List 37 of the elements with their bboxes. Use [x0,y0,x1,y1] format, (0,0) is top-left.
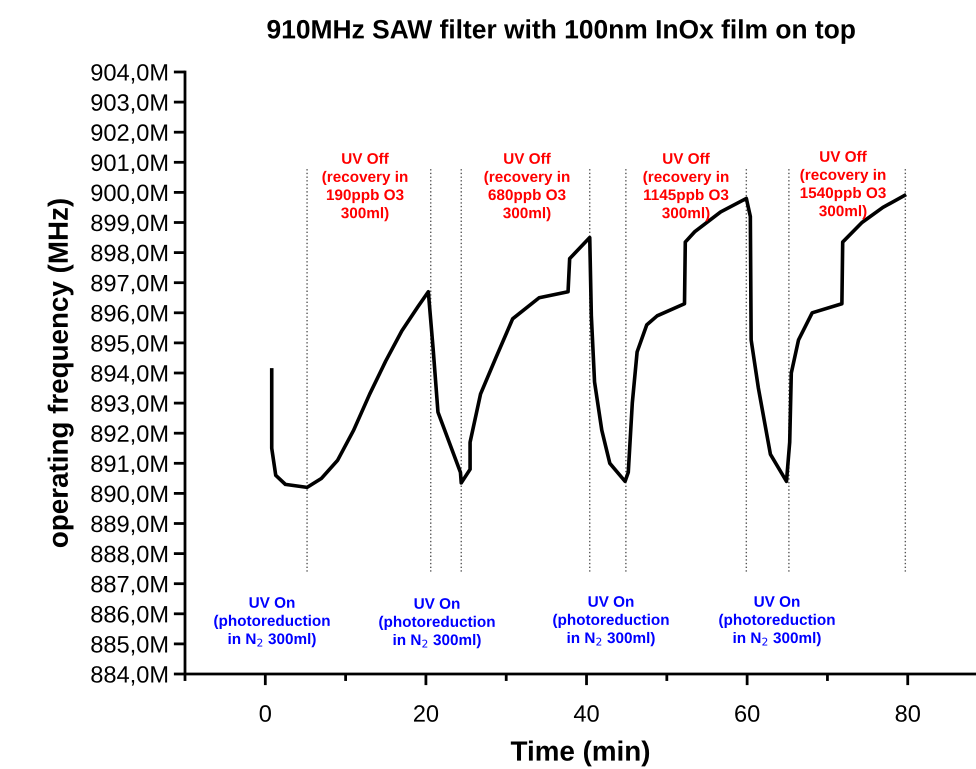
y-tick-label: 887,0M [91,576,168,596]
y-tick-label: 903,0M [91,94,168,114]
x-tick-label: 20 [414,705,438,722]
x-axis-title: Time (min) [510,740,650,766]
y-tick-label: 889,0M [91,516,168,536]
annotation: UV On (photoreduction in N$_{2}$ 300ml) [379,598,495,648]
y-tick-label: 890,0M [91,485,168,505]
y-tick-label: 901,0M [91,154,168,174]
y-tick-label: 894,0M [91,365,168,385]
annotation: UV On (photoreduction in N$_{2}$ 300ml) [553,596,669,646]
annotation: UV On (photoreduction in N$_{2}$ 300ml) [719,596,835,646]
y-tick-label: 893,0M [91,395,168,415]
x-tick-label: 80 [896,705,920,722]
annotation: UV Off (recovery in 680ppb O3 300ml) [484,152,570,222]
y-tick-label: 902,0M [91,124,168,144]
y-tick-label: 904,0M [91,64,168,84]
y-tick-label: 891,0M [91,455,168,475]
x-tick-label: 0 [260,705,271,722]
y-tick-label: 900,0M [91,184,168,204]
annotation: UV Off (recovery in 1540ppb O3 300ml) [800,150,886,220]
x-tick-label: 40 [574,705,599,722]
chart-title: 910MHz SAW filter with 100nm InOx film on top [267,19,855,44]
y-tick-label: 888,0M [91,546,168,566]
y-tick-label: 892,0M [91,425,168,445]
y-tick-label: 899,0M [91,214,168,234]
y-tick-label: 895,0M [91,334,168,354]
annotation: UV Off (recovery in 190ppb O3 300ml) [322,152,408,222]
y-tick-label: 897,0M [91,274,168,294]
y-tick-label: 886,0M [91,606,168,626]
annotation: UV Off (recovery in 1145ppb O3 300ml) [643,152,728,222]
annotation: UV On (photoreduction in N$_{2}$ 300ml) [214,597,330,648]
x-tick-label: 60 [735,705,760,722]
y-tick-label: 896,0M [91,304,168,324]
y-tick-label: 885,0M [91,636,168,656]
y-axis-title: operating frequency (MHz) [48,199,74,548]
y-tick-label: 898,0M [91,244,168,264]
y-tick-label: 884,0M [91,666,168,686]
